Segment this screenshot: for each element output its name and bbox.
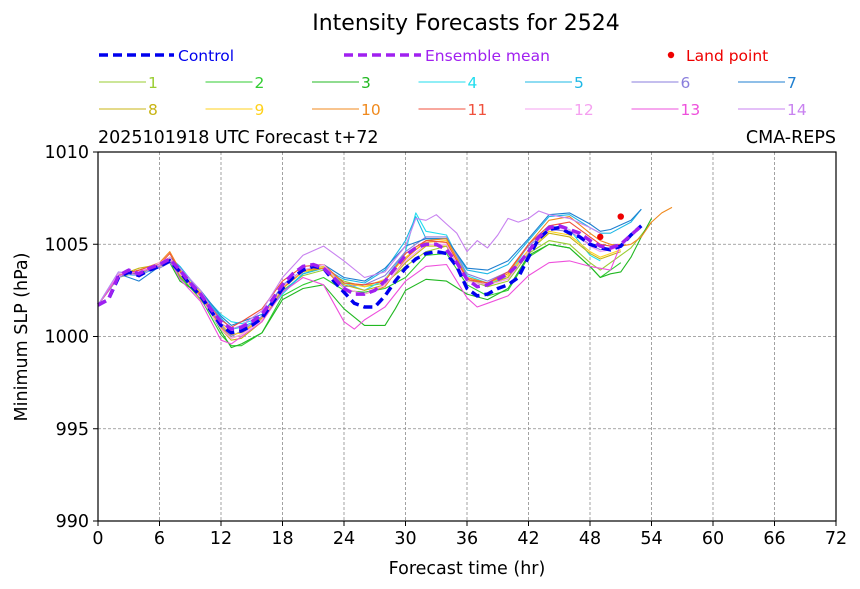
legend-control-label: Control <box>178 47 234 65</box>
y-axis: 990 995 1000 1005 1010 <box>44 143 98 532</box>
x-tick-label: 30 <box>394 529 416 549</box>
x-tick-label: 0 <box>92 529 103 549</box>
land-point-marker <box>617 213 624 220</box>
legend-member-6-label: 6 <box>681 74 691 92</box>
legend-land-label: Land point <box>686 47 768 65</box>
x-tick-label: 42 <box>517 529 539 549</box>
legend-land-marker <box>667 51 675 59</box>
member-14-line <box>97 210 601 330</box>
member-3-line <box>97 218 652 349</box>
ensemble-mean-line <box>97 223 643 331</box>
y-tick-label: 1000 <box>44 328 89 348</box>
x-tick-label: 48 <box>579 529 601 549</box>
y-tick-label: 1010 <box>44 143 89 163</box>
land-markers <box>597 213 624 241</box>
legend-member-9-label: 9 <box>255 101 265 119</box>
x-tick-label: 72 <box>825 529 847 549</box>
member-13-line <box>97 244 622 345</box>
y-axis-label: Minimum SLP (hPa) <box>12 253 32 422</box>
x-axis: 0 6 12 18 24 30 36 42 48 54 60 66 72 <box>92 521 847 549</box>
legend-member-7-label: 7 <box>787 74 797 92</box>
grid <box>98 152 836 521</box>
subtitle-left: 2025101918 UTC Forecast t+72 <box>98 128 379 148</box>
x-tick-label: 66 <box>763 529 785 549</box>
member-8-line <box>97 232 621 341</box>
y-tick-label: 990 <box>56 512 89 532</box>
legend-member-10-label: 10 <box>361 101 381 119</box>
x-axis-label: Forecast time (hr) <box>389 559 546 579</box>
x-tick-label: 60 <box>702 529 724 549</box>
member-5-line <box>97 208 642 330</box>
subtitle-right: CMA-REPS <box>746 128 836 148</box>
land-point-marker <box>597 233 604 241</box>
y-tick-label: 1005 <box>44 235 89 255</box>
x-tick-label: 12 <box>210 529 232 549</box>
legend-member-5-label: 5 <box>574 74 584 92</box>
legend-member-13-label: 13 <box>681 101 701 119</box>
legend-member-3-label: 3 <box>361 74 371 92</box>
x-tick-label: 18 <box>271 529 293 549</box>
x-tick-label: 36 <box>456 529 478 549</box>
control-line <box>97 224 643 335</box>
legend-member-11-label: 11 <box>468 101 488 119</box>
legend-member-4-label: 4 <box>468 74 478 92</box>
legend-member-1-label: 1 <box>148 74 158 92</box>
legend-member-14-label: 14 <box>787 101 807 119</box>
chart-title: Intensity Forecasts for 2524 <box>312 11 620 36</box>
series-group <box>97 206 673 349</box>
legend-mean-label: Ensemble mean <box>425 47 550 65</box>
x-tick-label: 24 <box>333 529 355 549</box>
x-tick-label: 54 <box>640 529 662 549</box>
x-tick-label: 6 <box>154 529 165 549</box>
y-tick-label: 995 <box>56 420 89 440</box>
legend-member-8-label: 8 <box>148 101 158 119</box>
legend-member-2-label: 2 <box>255 74 265 92</box>
legend-member-12-label: 12 <box>574 101 594 119</box>
